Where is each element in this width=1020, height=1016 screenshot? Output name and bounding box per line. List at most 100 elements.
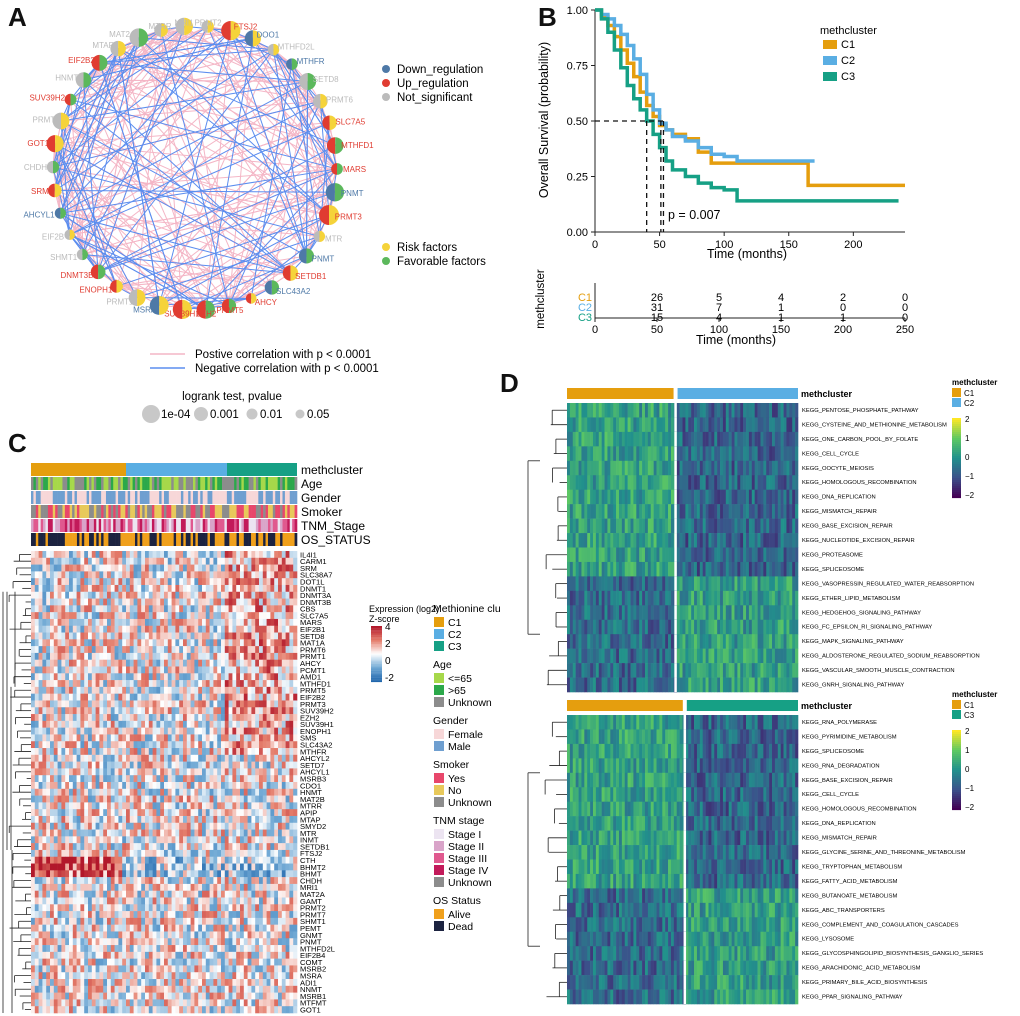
negative-edge	[54, 143, 71, 235]
heatmap-cell	[53, 870, 58, 878]
heatmap-cell	[145, 659, 150, 667]
heatmap-cell	[164, 870, 169, 878]
track-cell	[86, 505, 90, 518]
heatmap-cell	[213, 639, 218, 647]
track-cell	[115, 533, 119, 546]
heatmap-cell	[259, 761, 264, 769]
heatmap-cell	[145, 782, 150, 790]
heatmap-cell	[156, 829, 161, 837]
heatmap-cell	[171, 639, 176, 647]
heatmap-cell	[278, 856, 283, 864]
heatmap-cell	[186, 700, 191, 708]
heatmap-cell	[217, 795, 222, 803]
heatmap-cell	[266, 775, 271, 783]
annotation-track-label: TNM_Stage	[301, 519, 365, 533]
heatmap-cell	[167, 571, 172, 579]
heatmap-cell	[156, 741, 161, 749]
node-right-half	[83, 72, 92, 88]
heatmap-cell	[293, 727, 298, 735]
heatmap-cell	[270, 802, 275, 810]
heatmap-cell	[289, 714, 294, 722]
heatmap-cell	[91, 788, 96, 796]
track-cell	[212, 533, 216, 546]
heatmap-cell	[31, 700, 36, 708]
heatmap-cell	[247, 625, 252, 633]
positive-edge	[60, 120, 273, 288]
heatmap-cell	[262, 618, 267, 627]
track-cell	[35, 505, 39, 518]
heatmap-cell	[243, 870, 248, 878]
heatmap-cell	[84, 666, 89, 674]
heatmap-cell	[281, 564, 286, 572]
track-cell	[159, 505, 162, 518]
heatmap-cell	[179, 659, 184, 667]
heatmap-cell	[213, 782, 218, 790]
heatmap-cell	[141, 870, 146, 878]
heatmap-cell	[88, 673, 93, 681]
heatmap-cell	[209, 605, 214, 613]
heatmap-cell	[122, 883, 127, 892]
heatmap-cell	[156, 802, 161, 810]
heatmap-cell	[72, 843, 77, 851]
heatmap-cell	[228, 822, 233, 830]
heatmap-cell	[65, 782, 70, 790]
negative-edge	[305, 81, 309, 256]
heatmap-cell	[114, 843, 119, 851]
km-y-tick-label: 1.00	[567, 5, 588, 17]
heatmap-cell	[91, 883, 96, 892]
heatmap-cell	[152, 666, 157, 674]
heatmap-cell	[95, 612, 100, 620]
heatmap-cell	[186, 557, 191, 565]
heatmap-cell	[186, 652, 191, 661]
heatmap-cell	[107, 591, 112, 599]
heatmap-cell	[61, 605, 66, 613]
heatmap-cell	[247, 856, 252, 864]
heatmap-cell	[114, 591, 119, 599]
heatmap-cell	[213, 890, 218, 898]
heatmap-cell	[205, 849, 210, 858]
heatmap-cell	[103, 829, 108, 837]
heatmap-cell	[167, 618, 172, 627]
heatmap-cell	[270, 870, 275, 878]
heatmap-cell	[278, 605, 283, 613]
heatmap-cell	[80, 843, 85, 851]
heatmap-cell	[224, 618, 229, 627]
heatmap-cell	[190, 761, 195, 769]
node-left-half	[221, 20, 231, 41]
heatmap-cell	[266, 591, 271, 599]
track-cell	[98, 519, 102, 532]
heatmap-cell	[262, 598, 267, 606]
heatmap-cell	[31, 659, 36, 667]
heatmap-cell	[186, 639, 191, 647]
heatmap-cell	[175, 693, 180, 701]
heatmap-cell	[243, 584, 248, 593]
heatmap-cell	[262, 557, 267, 565]
heatmap-cell	[38, 652, 43, 661]
heatmap-cell	[281, 673, 286, 681]
heatmap-cell	[236, 707, 241, 715]
heatmap-cell	[209, 849, 214, 858]
track-cell	[120, 505, 124, 518]
heatmap-cell	[152, 897, 157, 905]
heatmap-cell	[198, 802, 203, 810]
heatmap-cell	[118, 843, 123, 851]
heatmap-cell	[202, 639, 207, 647]
heatmap-cell	[99, 897, 104, 905]
heatmap-cell	[270, 598, 275, 606]
heatmap-cell	[164, 741, 169, 749]
heatmap-cell	[46, 761, 51, 769]
heatmap-cell	[221, 578, 226, 586]
heatmap-cell	[110, 652, 115, 661]
heatmap-cell	[141, 836, 146, 844]
heatmap-cell	[103, 727, 108, 735]
heatmap-cell	[65, 700, 70, 708]
heatmap-cell	[91, 720, 96, 728]
heatmap-cell	[148, 584, 153, 593]
heatmap-cell	[285, 686, 290, 694]
heatmap-cell	[65, 578, 70, 586]
heatmap-cell	[194, 877, 199, 885]
heatmap-cell	[38, 659, 43, 667]
heatmap-cell	[164, 564, 169, 572]
track-cell	[81, 533, 85, 546]
heatmap-cell	[31, 727, 36, 735]
